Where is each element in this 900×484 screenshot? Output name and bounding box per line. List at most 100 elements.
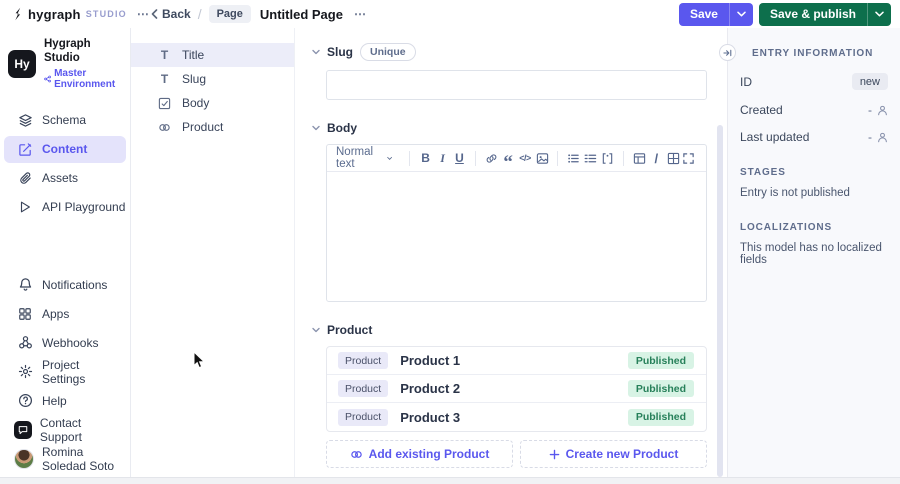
create-new-product-button[interactable]: Create new Product (520, 440, 707, 468)
field-item-product[interactable]: Product (131, 115, 294, 139)
sidebar-item-label: Notifications (42, 277, 108, 292)
product-title: Product 2 (400, 381, 461, 396)
product-row[interactable]: Product Product 2 Published (327, 375, 706, 403)
sidebar-item-label: Content (42, 142, 88, 157)
text-style-dropdown[interactable]: Normal text (336, 146, 402, 170)
sidebar-item-contact-support[interactable]: Contact Support (4, 416, 126, 444)
paperclip-icon (17, 171, 33, 186)
entry-info-row-id: ID new (740, 73, 888, 90)
bold-button[interactable]: B (421, 151, 430, 165)
field-item-label: Title (182, 48, 205, 62)
logo-zone: hygraph STUDIO ⋯ (0, 7, 149, 22)
chevron-left-icon (151, 9, 158, 19)
sidebar-item-help[interactable]: Help (4, 387, 126, 414)
divider-button[interactable]: / (654, 150, 659, 166)
blockquote-button[interactable]: “ (503, 151, 513, 173)
product-row[interactable]: Product Product 1 Published (327, 347, 706, 375)
environment-name: Master Environment (54, 67, 116, 90)
sidebar-item-api-playground[interactable]: API Playground (4, 194, 126, 221)
entry-info-panel: ENTRY INFORMATION ID new Created - Last … (719, 28, 900, 477)
code-button[interactable]: </> (519, 153, 531, 163)
rich-text-content-area[interactable] (327, 172, 706, 301)
table-button[interactable] (632, 149, 646, 167)
edit-square-icon (17, 142, 33, 157)
italic-button[interactable]: I (440, 150, 445, 165)
sidebar-item-label: Assets (42, 171, 79, 186)
horizontal-scrollbar-track[interactable] (0, 477, 900, 484)
sidebar-item-notifications[interactable]: Notifications (4, 271, 126, 298)
sidebar-item-apps[interactable]: Apps (4, 300, 126, 327)
save-button-divider (728, 2, 730, 26)
user-avatar (14, 448, 34, 469)
table-icon (633, 152, 645, 164)
save-publish-dropdown-button[interactable] (868, 3, 891, 26)
sidebar-item-project-settings[interactable]: Project Settings (4, 357, 126, 386)
underline-button[interactable]: U (455, 151, 464, 165)
collapse-caret-icon[interactable] (312, 327, 320, 333)
model-name-pill[interactable]: Page (208, 5, 251, 23)
sidebar-item-user-profile[interactable]: Romina Soledad Soto (4, 445, 126, 473)
add-existing-product-button[interactable]: Add existing Product (326, 440, 513, 468)
product-actions: Add existing Product Create new Product (326, 440, 707, 468)
embed-icon (602, 152, 613, 164)
field-item-body[interactable]: Body (131, 91, 294, 115)
field-item-label: Body (182, 96, 210, 110)
back-label: Back (162, 7, 191, 21)
body-field-group: Body Normal text B I U (312, 121, 707, 302)
collapse-caret-icon[interactable] (312, 49, 320, 55)
embed-button[interactable] (601, 149, 615, 167)
localizations-section: LOCALIZATIONS This model has no localize… (740, 222, 888, 266)
save-dropdown-button[interactable] (730, 3, 753, 26)
product-field-group: Product Product Product 1 Published Prod… (312, 323, 707, 468)
sidebar-item-schema[interactable]: Schema (4, 107, 126, 134)
save-button[interactable]: Save (689, 7, 718, 21)
workspace-avatar: Hy (8, 49, 36, 78)
sidebar-item-webhooks[interactable]: Webhooks (4, 329, 126, 356)
entry-info-row-created: Created - (740, 103, 888, 117)
vertical-scrollbar[interactable] (717, 125, 723, 477)
product-field-label: Product (327, 323, 373, 337)
bullet-list-icon (568, 153, 579, 163)
rich-text-icon (158, 97, 171, 110)
environment-selector[interactable]: Master Environment (44, 68, 122, 90)
save-publish-split-button: Save & publish (758, 2, 891, 26)
body-field-label: Body (327, 121, 357, 135)
save-publish-button[interactable]: Save & publish (769, 7, 856, 21)
published-status-badge: Published (627, 408, 694, 426)
back-button[interactable]: Back (151, 7, 191, 21)
workspace-switcher[interactable]: Hy Hygraph Studio Master Environment (0, 38, 130, 90)
collapse-caret-icon[interactable] (312, 125, 320, 131)
link-button[interactable] (484, 149, 498, 167)
field-item-slug[interactable]: T Slug (131, 67, 294, 91)
fullscreen-button[interactable] (682, 149, 696, 167)
collapse-panel-button[interactable] (719, 44, 736, 61)
product-reference-list: Product Product 1 Published Product Prod… (326, 346, 707, 432)
slug-input[interactable] (326, 70, 707, 100)
product-title: Product 1 (400, 353, 461, 368)
unique-badge: Unique (360, 43, 416, 61)
layers-icon (17, 113, 33, 128)
numbered-list-button[interactable] (584, 149, 598, 167)
toolbar-divider (409, 150, 411, 166)
entry-title: Untitled Page (259, 6, 343, 22)
entry-menu-icon[interactable]: ⋯ (353, 7, 367, 21)
text-field-icon: T (160, 72, 169, 86)
localizations-text: This model has no localized fields (740, 242, 882, 266)
new-badge: new (851, 73, 888, 90)
last-updated-label: Last updated (740, 130, 810, 144)
field-navigator-panel: T Title T Slug Body Product (131, 28, 295, 477)
field-item-title[interactable]: T Title (131, 43, 294, 67)
published-status-badge: Published (627, 380, 694, 397)
sidebar-item-content[interactable]: Content (4, 135, 126, 163)
workspace-menu-icon[interactable]: ⋯ (136, 7, 150, 21)
bullet-list-button[interactable] (567, 149, 581, 167)
grid-button[interactable] (666, 149, 680, 167)
sidebar-item-label: Project Settings (42, 357, 86, 386)
product-row[interactable]: Product Product 3 Published (327, 403, 706, 431)
sidebar-item-assets[interactable]: Assets (4, 165, 126, 192)
breadcrumb: Back / Page Untitled Page ⋯ (151, 5, 367, 23)
help-circle-icon (17, 393, 33, 408)
image-button[interactable] (535, 149, 549, 167)
sidebar-item-label: API Playground (42, 200, 126, 215)
apps-grid-icon (17, 307, 33, 321)
